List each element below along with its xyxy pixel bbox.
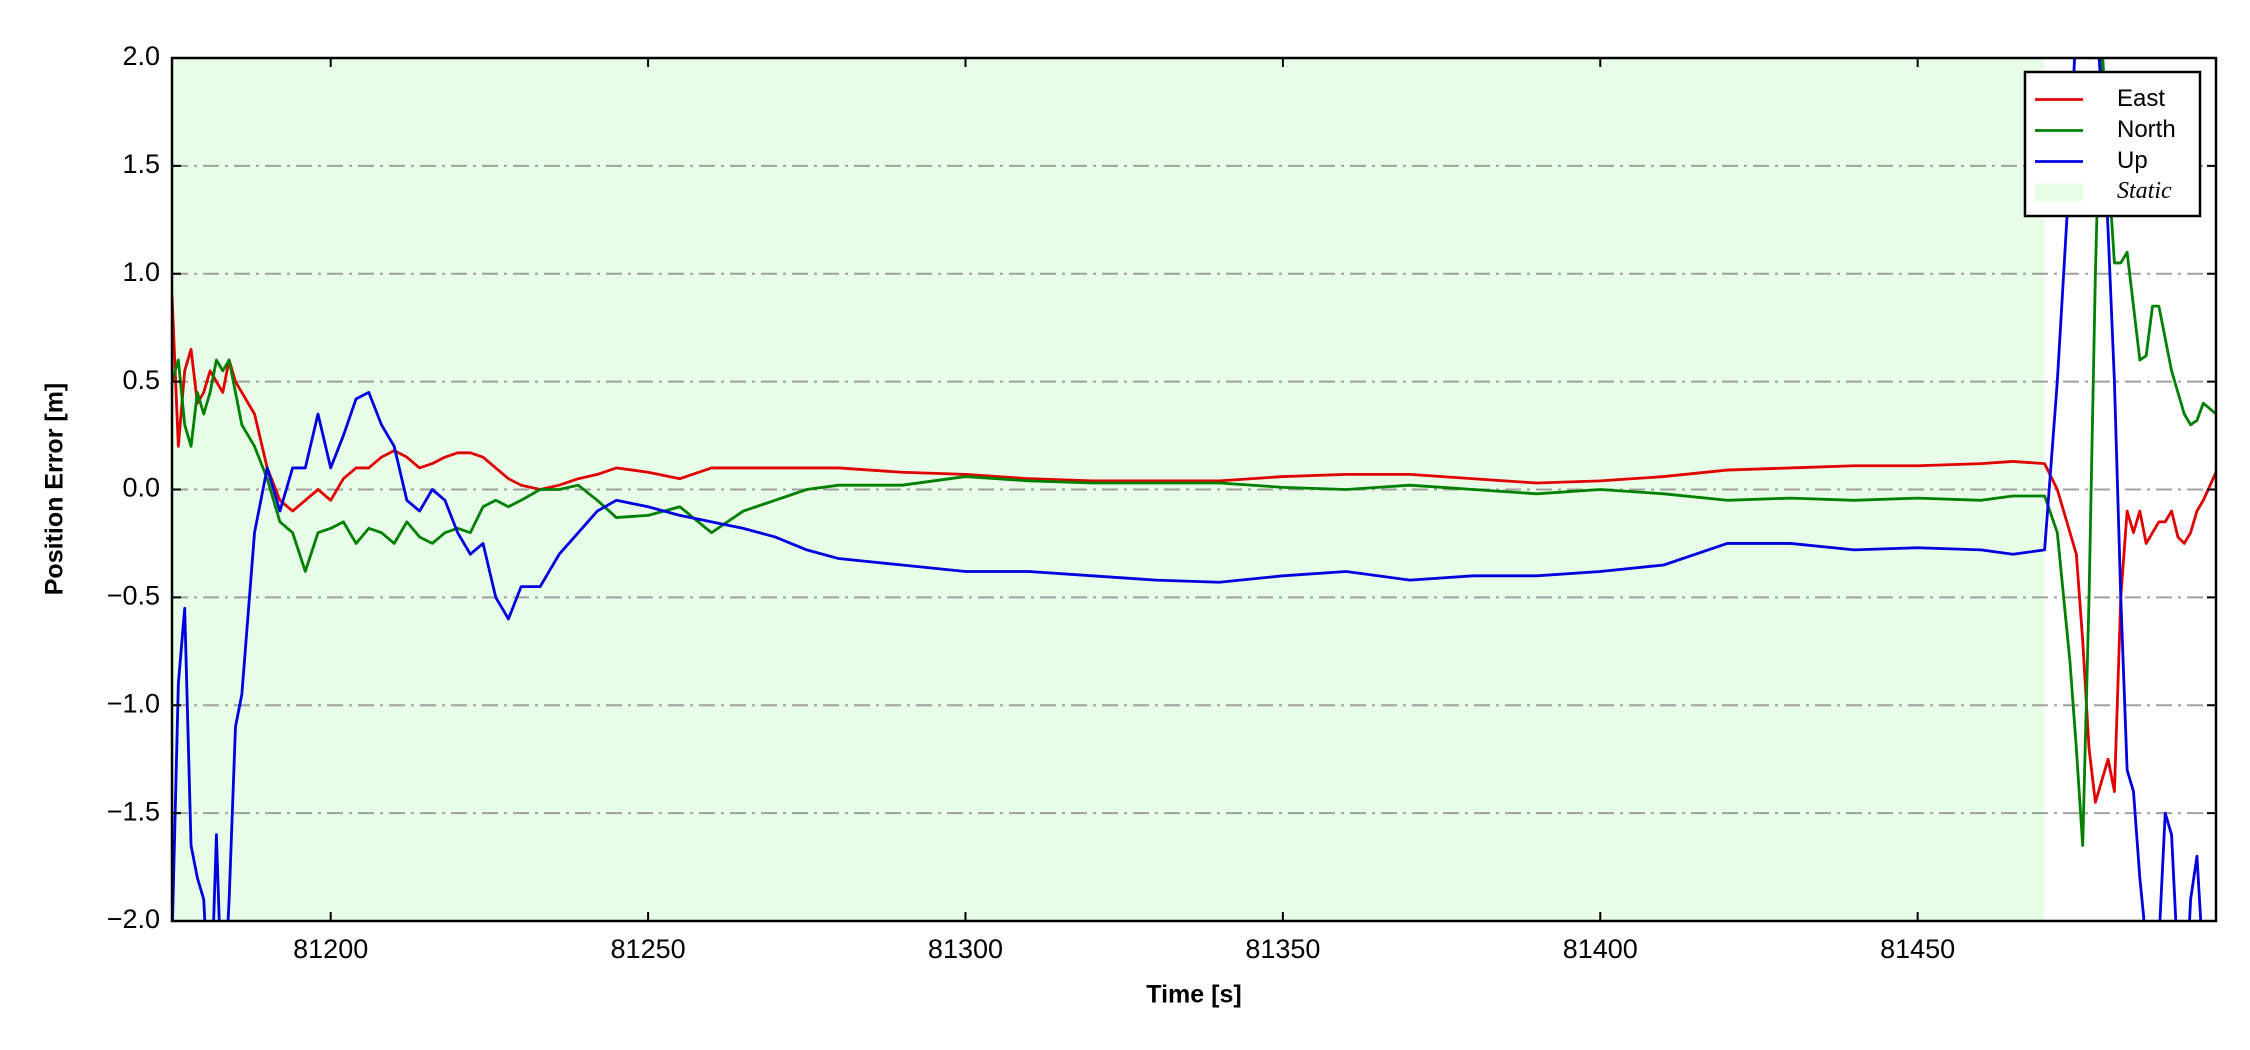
y-tick-label: −0.5: [107, 581, 160, 611]
y-tick-label: 1.5: [122, 149, 160, 179]
legend-label: East: [2117, 85, 2165, 112]
ticks: −2.0 −1.5 −1.0 −0.5 0.0 0.5 1.0 1.5 2.0 81200 8125…: [107, 41, 2216, 964]
y-tick-label: 1.0: [122, 257, 160, 287]
x-tick-label: 81400: [1563, 934, 1638, 964]
legend-label: Static: [2117, 178, 2172, 204]
legend-label: Up: [2117, 147, 2148, 174]
y-tick-label: −2.0: [107, 904, 160, 934]
x-tick-label: 81300: [928, 934, 1003, 964]
y-tick-label: 2.0: [122, 41, 160, 71]
series-line: [172, 295, 2216, 804]
y-tick-label: 0.5: [122, 365, 160, 395]
legend: East North Up Static: [2023, 70, 2202, 218]
y-tick-label: −1.5: [107, 796, 160, 826]
x-tick-label: 81200: [293, 934, 368, 964]
legend-swatch: [2035, 183, 2083, 202]
x-tick-label: 81450: [1880, 934, 1955, 964]
lines: [172, 58, 2216, 921]
legend-label: North: [2117, 116, 2176, 143]
x-tick-label: 81350: [1245, 934, 1320, 964]
x-tick-label: 81250: [611, 934, 686, 964]
y-tick-label: −1.0: [107, 688, 160, 718]
y-axis-label: Position Error [m]: [41, 383, 69, 596]
series-line: [172, 58, 2216, 847]
y-tick-label: 0.0: [122, 473, 160, 503]
series-line: [172, 58, 2203, 921]
x-axis-label: Time [s]: [1146, 981, 1241, 1009]
